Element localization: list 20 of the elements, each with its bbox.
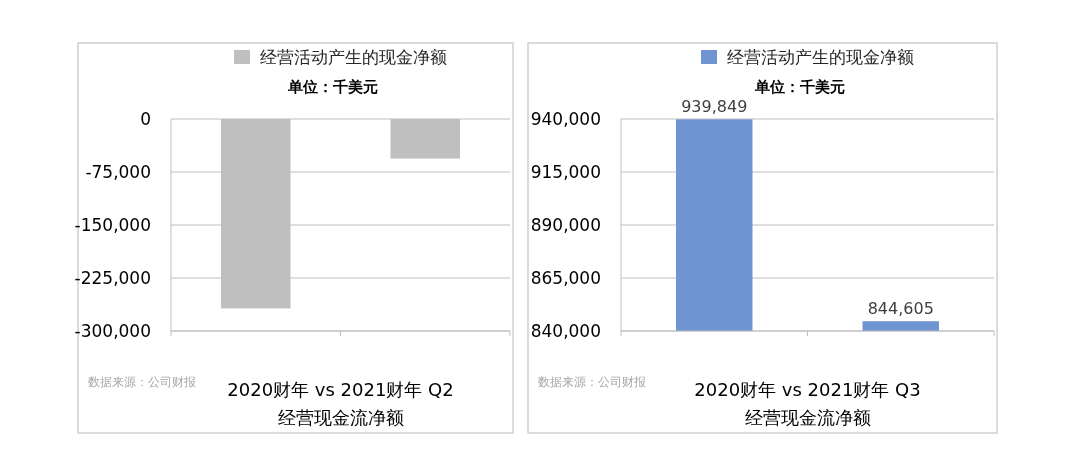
legend-label: 经营活动产生的现金净额: [260, 47, 447, 67]
chart-subtitle: 单位：千美元: [753, 78, 845, 96]
y-tick-label: -300,000: [74, 321, 151, 341]
data-label: 844,605: [867, 299, 934, 319]
source-note: 数据来源：公司财报: [538, 375, 646, 389]
y-tick-label: 840,000: [530, 321, 601, 341]
chart-subtitle: 单位：千美元: [286, 78, 378, 96]
y-tick-label: -75,000: [85, 162, 151, 182]
y-tick-label: 940,000: [530, 109, 601, 129]
source-note: 数据来源：公司财报: [88, 375, 196, 389]
y-tick-label: 890,000: [530, 215, 601, 235]
y-tick-label: -225,000: [74, 268, 151, 288]
y-tick-label: 915,000: [530, 162, 601, 182]
data-label: 939,849: [681, 97, 748, 117]
text: 2020财年 vs 2021财年 Q3 经营现金流净额: [694, 379, 921, 428]
legend-label: 经营活动产生的现金净额: [727, 47, 914, 67]
y-tick-label: 865,000: [530, 268, 601, 288]
y-tick-label: 0: [140, 109, 151, 129]
y-tick-label: -150,000: [74, 215, 151, 235]
text: 2020财年 vs 2021财年 Q2 经营现金流净额: [227, 379, 454, 428]
